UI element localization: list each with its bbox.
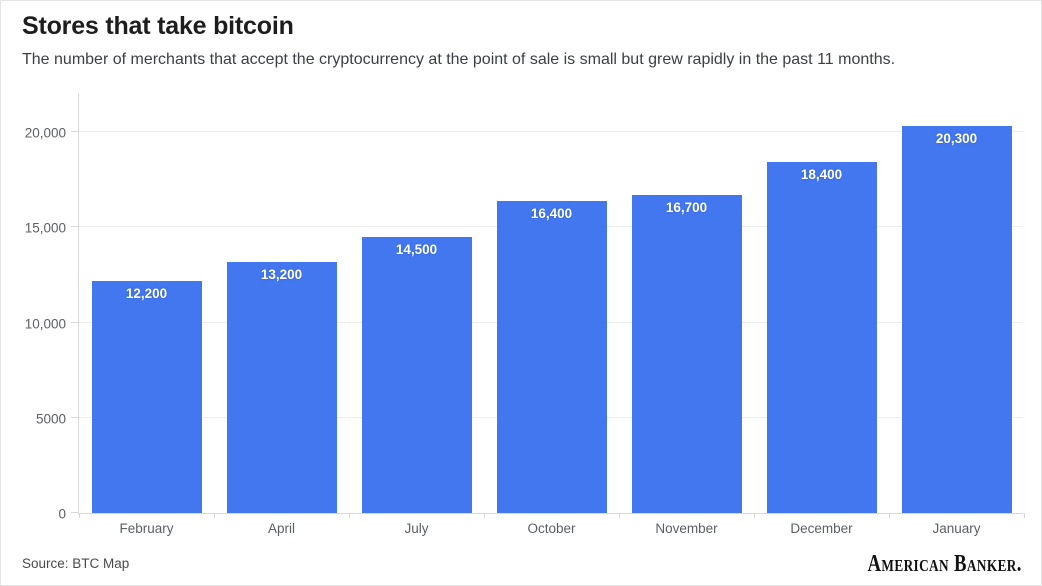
bar-november[interactable]: 16,700: [631, 194, 742, 513]
bar-value-label-february: 12,200: [125, 285, 168, 301]
bar-value-label-november: 16,700: [665, 199, 708, 215]
x-tick-mark: [78, 513, 80, 518]
american-banker-logo: American Banker.: [867, 551, 1022, 577]
bar-value-label-december: 18,400: [800, 167, 843, 183]
gridline-20000: [79, 131, 1023, 132]
bar-july[interactable]: 14,500: [361, 236, 472, 513]
x-tick-label-july: July: [404, 521, 429, 536]
bar-value-label-october: 16,400: [530, 205, 573, 221]
y-tick-label: 10,000: [24, 316, 66, 331]
bar-value-label-july: 14,500: [395, 241, 438, 257]
x-tick-mark: [1023, 513, 1025, 518]
chart-title: Stores that take bitcoin: [22, 12, 294, 40]
y-tick-mark: [71, 131, 78, 132]
source-note: Source: BTC Map: [22, 556, 130, 571]
x-tick-mark: [213, 513, 215, 518]
bar-value-label-april: 13,200: [260, 266, 303, 282]
chart-subtitle: The number of merchants that accept the …: [22, 51, 896, 68]
bar-february[interactable]: 12,200: [91, 280, 202, 513]
bar-january[interactable]: 20,300: [901, 126, 1012, 513]
bar-chart-plot-area: 0 5000 10,000 15,000 20,000 12,200 February 13,…: [25, 93, 1025, 536]
x-tick-mark: [753, 513, 755, 518]
y-tick-label: 5000: [35, 411, 66, 427]
x-tick-mark: [483, 513, 485, 518]
y-tick-label: 20,000: [24, 125, 66, 141]
bar-october[interactable]: 16,400: [496, 200, 607, 513]
bar-april[interactable]: 13,200: [226, 261, 337, 513]
x-tick-label-april: April: [267, 521, 295, 536]
x-tick-label-november: November: [655, 521, 718, 536]
y-tick-mark: [71, 321, 78, 323]
x-tick-label-october: October: [527, 521, 576, 536]
x-tick-label-february: February: [119, 521, 174, 536]
y-tick-mark: [71, 512, 78, 513]
x-tick-label-january: January: [932, 521, 981, 536]
y-tick-label: 15,000: [24, 220, 66, 236]
bar-december[interactable]: 18,400: [766, 162, 877, 513]
x-tick-mark: [618, 513, 620, 518]
x-tick-mark: [888, 513, 890, 518]
bar-value-label-january: 20,300: [935, 131, 978, 147]
x-tick-mark: [348, 513, 350, 518]
y-tick-label: 0: [58, 506, 66, 522]
x-tick-label-december: December: [790, 521, 853, 536]
y-tick-mark: [71, 226, 78, 228]
y-tick-mark: [71, 416, 78, 418]
